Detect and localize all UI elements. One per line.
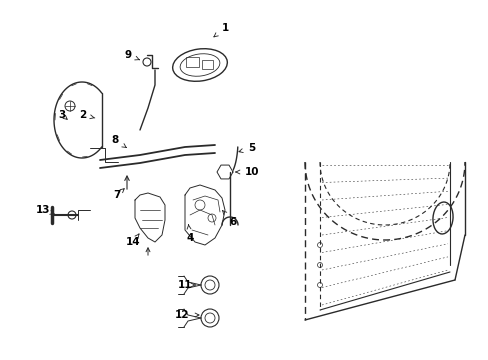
Polygon shape	[217, 165, 232, 179]
Text: 8: 8	[111, 135, 126, 148]
Text: 4: 4	[186, 225, 193, 243]
Text: 14: 14	[125, 234, 140, 247]
Text: 1: 1	[214, 23, 228, 37]
Text: 7: 7	[113, 189, 124, 200]
Text: 3: 3	[58, 110, 67, 120]
Text: 13: 13	[36, 205, 54, 215]
Text: 9: 9	[124, 50, 139, 60]
Text: 5: 5	[239, 143, 255, 153]
Text: 12: 12	[174, 310, 199, 320]
Text: 2: 2	[79, 110, 95, 120]
Text: 11: 11	[177, 280, 195, 290]
Text: 6: 6	[222, 211, 236, 227]
Text: 10: 10	[235, 167, 259, 177]
